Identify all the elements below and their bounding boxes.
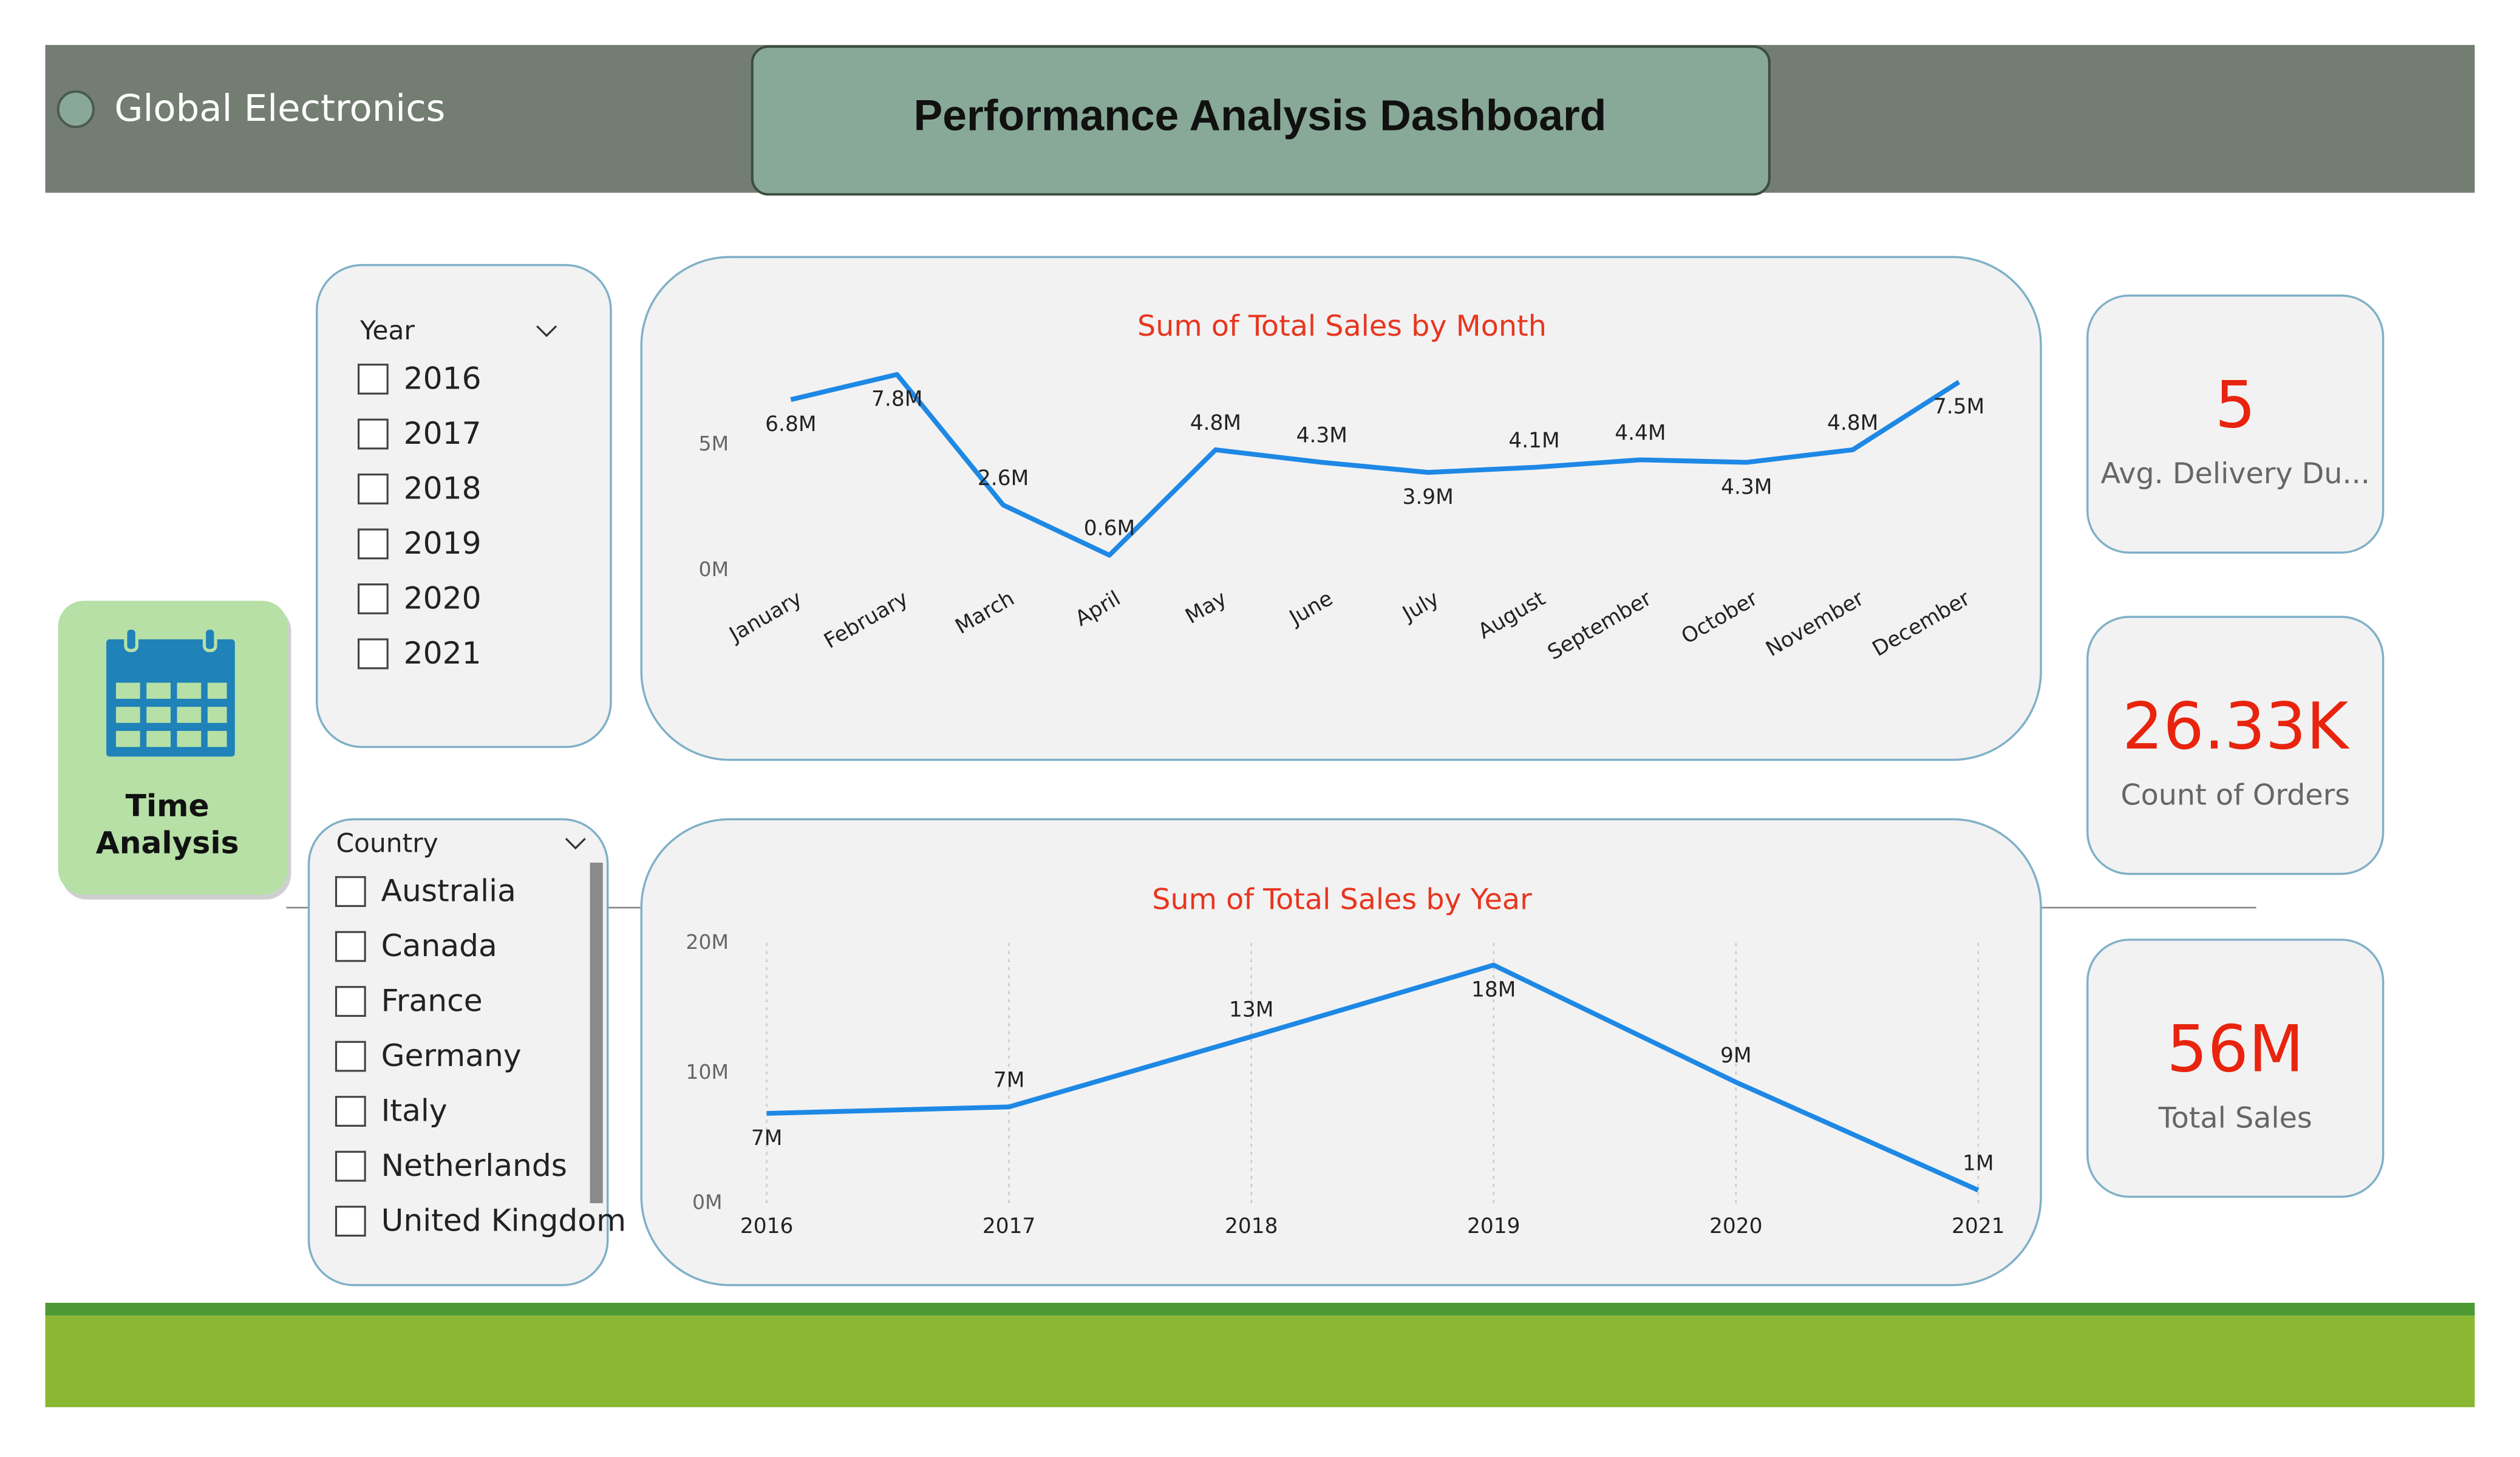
footer-bar	[45, 1316, 2475, 1407]
nav-label: Analysis	[96, 824, 239, 860]
slicer-item: 2019	[404, 525, 482, 561]
y-tick-label: 0M	[692, 1190, 723, 1214]
data-label: 7M	[993, 1068, 1025, 1092]
x-tick-label: 2017	[982, 1214, 1035, 1238]
slicer-item: Italy	[381, 1093, 448, 1129]
checkbox[interactable]	[335, 986, 366, 1017]
checkbox[interactable]	[357, 583, 389, 614]
chart-panel	[640, 818, 2042, 1286]
data-label: 4.8M	[1827, 411, 1878, 435]
slicer-item: United Kingdom	[381, 1203, 626, 1238]
slicer-title: Country	[336, 828, 438, 858]
line	[790, 372, 1961, 558]
line	[766, 962, 1980, 1193]
footer-stripe	[45, 1302, 2475, 1316]
slicer-item: 2017	[404, 415, 482, 451]
x-tick-label: 2021	[1952, 1214, 2004, 1238]
checkbox[interactable]	[357, 528, 389, 560]
kpi-card	[2086, 616, 2385, 875]
x-tick-label: 2020	[1709, 1214, 1762, 1238]
slicer-item: Canada	[381, 928, 497, 963]
data-label: 1M	[1963, 1152, 1994, 1176]
chart-title: Sum of Total Sales by Year	[1152, 883, 1532, 916]
kpi-card	[2086, 939, 2385, 1198]
checkbox[interactable]	[335, 1096, 366, 1127]
data-label: 7.8M	[871, 387, 922, 412]
y-tick-label: 10M	[686, 1060, 729, 1084]
data-label: 6.8M	[765, 412, 816, 436]
data-label: 4.1M	[1508, 429, 1559, 453]
data-label: 2.6M	[978, 466, 1029, 491]
data-label: 9M	[1720, 1044, 1752, 1068]
brand: Global Electronics	[114, 87, 445, 130]
kpi-value: 5	[2215, 368, 2256, 443]
checkbox[interactable]	[335, 931, 366, 962]
kpi-label: Count of Orders	[2120, 778, 2350, 812]
title-box	[751, 45, 1771, 196]
checkbox[interactable]	[335, 876, 366, 907]
x-tick-label: 2016	[740, 1214, 793, 1238]
slicer-item: 2018	[404, 470, 482, 506]
slicer-item: Australia	[381, 873, 516, 909]
checkbox[interactable]	[335, 1041, 366, 1072]
checkbox[interactable]	[357, 638, 389, 670]
y-tick-label: 20M	[686, 930, 729, 954]
slicer-item: 2021	[404, 635, 482, 671]
nav-label: Time	[126, 787, 209, 823]
data-label: 4.3M	[1296, 424, 1347, 448]
kpi-card	[2086, 294, 2385, 554]
checkbox[interactable]	[335, 1150, 366, 1182]
calendar-icon	[106, 626, 235, 757]
scrollbar[interactable]	[590, 862, 603, 1203]
x-tick-label: 2019	[1467, 1214, 1520, 1238]
year-slicer	[316, 263, 612, 749]
dropdown-chevron[interactable]	[565, 838, 586, 850]
slicer-item: 2020	[404, 580, 482, 616]
data-label: 4.4M	[1615, 421, 1666, 446]
kpi-label: Avg. Delivery Du...	[2100, 457, 2369, 491]
data-label: 0.6M	[1084, 517, 1135, 541]
y-tick-label: 0M	[699, 557, 729, 581]
chart-title: Sum of Total Sales by Month	[1137, 310, 1547, 343]
x-tick-label: 2018	[1225, 1214, 1278, 1238]
brand-icon	[56, 90, 95, 129]
country-slicer	[307, 818, 609, 1286]
data-label: 3.9M	[1402, 485, 1453, 509]
data-label: 7M	[751, 1126, 783, 1150]
dropdown-chevron[interactable]	[536, 325, 557, 338]
slicer-item: Netherlands	[381, 1147, 567, 1183]
checkbox[interactable]	[357, 364, 389, 395]
dashboard-title: Performance Analysis Dashboard	[914, 92, 1607, 140]
checkbox[interactable]	[357, 474, 389, 504]
kpi-value: 26.33K	[2122, 689, 2350, 764]
data-label: 18M	[1471, 978, 1516, 1002]
chart-panel	[640, 256, 2042, 761]
data-label: 7.5M	[1933, 395, 1984, 419]
kpi-label: Total Sales	[2158, 1101, 2312, 1135]
nav-button[interactable]: Time Analysis	[58, 600, 291, 900]
checkbox[interactable]	[357, 418, 389, 450]
checkbox[interactable]	[335, 1206, 366, 1237]
data-label: 13M	[1229, 998, 1273, 1022]
data-label: 4.8M	[1190, 411, 1241, 435]
slicer-item: France	[381, 983, 483, 1019]
slicer-item: Germany	[381, 1038, 522, 1073]
slicer-item: 2016	[404, 361, 482, 396]
slicer-title: Year	[359, 316, 415, 345]
y-tick-label: 5M	[699, 432, 729, 455]
kpi-value: 56M	[2167, 1012, 2304, 1087]
data-label: 4.3M	[1721, 475, 1772, 499]
